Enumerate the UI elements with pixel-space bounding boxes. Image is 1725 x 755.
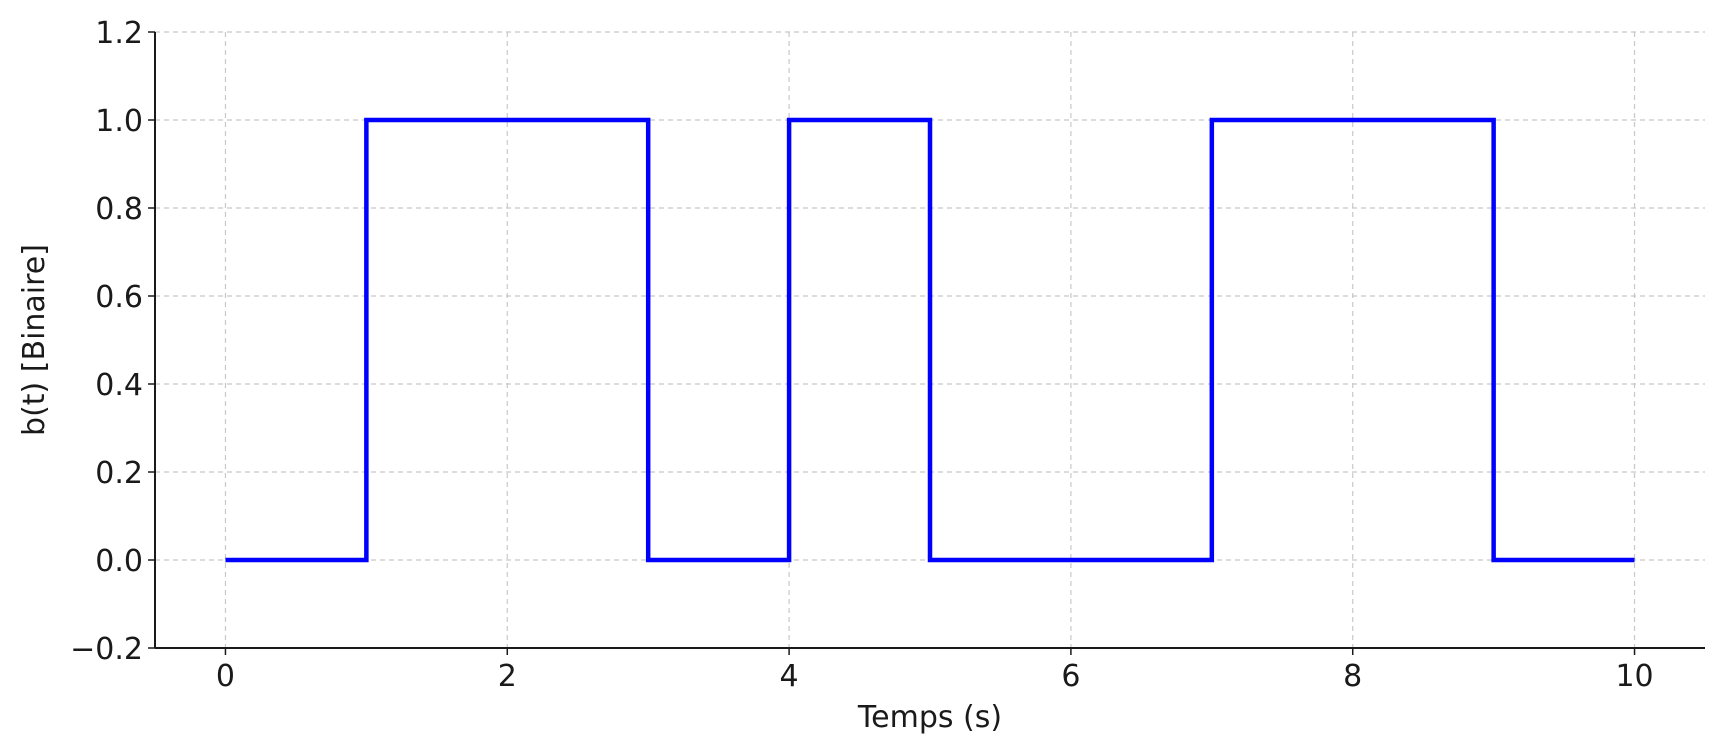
y-tick-label: 1.2 xyxy=(95,16,143,51)
series xyxy=(225,117,1635,563)
x-tick-label: 2 xyxy=(498,659,517,694)
y-tick-label: 0.6 xyxy=(95,280,143,315)
y-ticks: −0.2 0.0 0.2 0.4 0.6 0.8 1.0 1.2 xyxy=(70,16,155,667)
y-tick-label: 0.8 xyxy=(95,192,143,227)
x-tick-label: 10 xyxy=(1615,659,1653,694)
y-axis-label: b(t) [Binaire] xyxy=(17,244,52,436)
y-tick-label: −0.2 xyxy=(70,632,143,667)
x-tick-label: 0 xyxy=(216,659,235,694)
y-tick-label: 1.0 xyxy=(95,104,143,139)
y-tick-label: 0.0 xyxy=(95,544,143,579)
x-tick-label: 4 xyxy=(780,659,799,694)
x-tick-label: 6 xyxy=(1061,659,1080,694)
y-tick-label: 0.4 xyxy=(95,368,143,403)
axes xyxy=(154,32,1705,649)
y-tick-label: 0.2 xyxy=(95,456,143,491)
series-line-0 xyxy=(225,117,1635,563)
x-ticks: 0 2 4 6 8 10 xyxy=(216,648,1654,694)
x-axis-label: Temps (s) xyxy=(857,700,1002,735)
x-tick-label: 8 xyxy=(1343,659,1362,694)
